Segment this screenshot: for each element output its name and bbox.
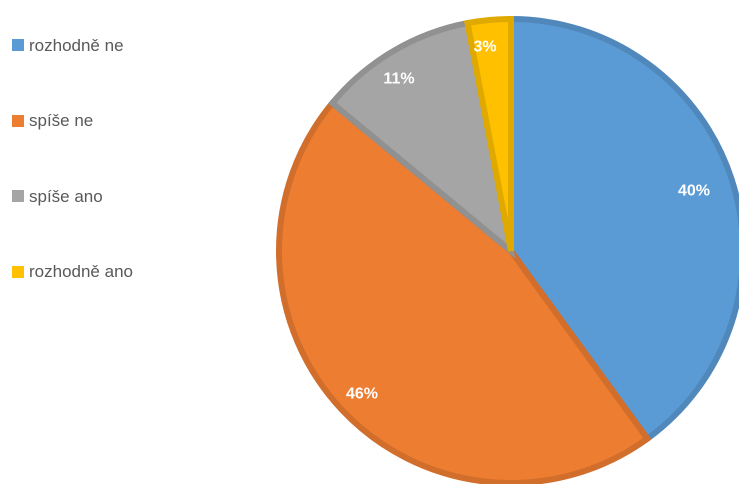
pie-slice-spise-ne [276, 98, 652, 484]
data-label-rozhodne-ne: 40% [678, 183, 710, 200]
legend-swatch-rozhodne-ano [12, 265, 24, 278]
pie-slices [276, 15, 739, 484]
pie-slice-spise-ano [328, 19, 516, 259]
legend-item-spise-ano: spíše ano [12, 181, 252, 211]
data-label-rozhodne-ano: 3% [473, 39, 496, 56]
legend-swatch-spise-ano [12, 190, 24, 202]
legend-item-rozhodne-ano: rozhodně ano [12, 257, 252, 287]
legend-item-spise-ne: spíše ne [12, 106, 252, 136]
legend-label-spise-ano: spíše ano [29, 186, 103, 206]
chart-legend: rozhodně ne spíše ne spíše ano rozhodně … [12, 30, 252, 332]
legend-item-rozhodne-ne: rozhodně ne [12, 30, 252, 60]
data-labels: 40% 46% 11% 3% [346, 39, 710, 403]
legend-swatch-rozhodne-ne [12, 39, 24, 51]
pie-slice-rozhodne-ne [508, 15, 739, 443]
legend-label-rozhodne-ano: rozhodně ano [29, 262, 133, 281]
pie-slice-rozhodne-ano [464, 15, 514, 252]
data-label-spise-ano: 11% [383, 71, 414, 88]
legend-label-spise-ne: spíše ne [29, 111, 94, 130]
legend-swatch-spise-ne [12, 114, 24, 127]
legend-label-rozhodne-ne: rozhodně ne [29, 35, 124, 55]
data-label-spise-ne: 46% [346, 386, 378, 403]
